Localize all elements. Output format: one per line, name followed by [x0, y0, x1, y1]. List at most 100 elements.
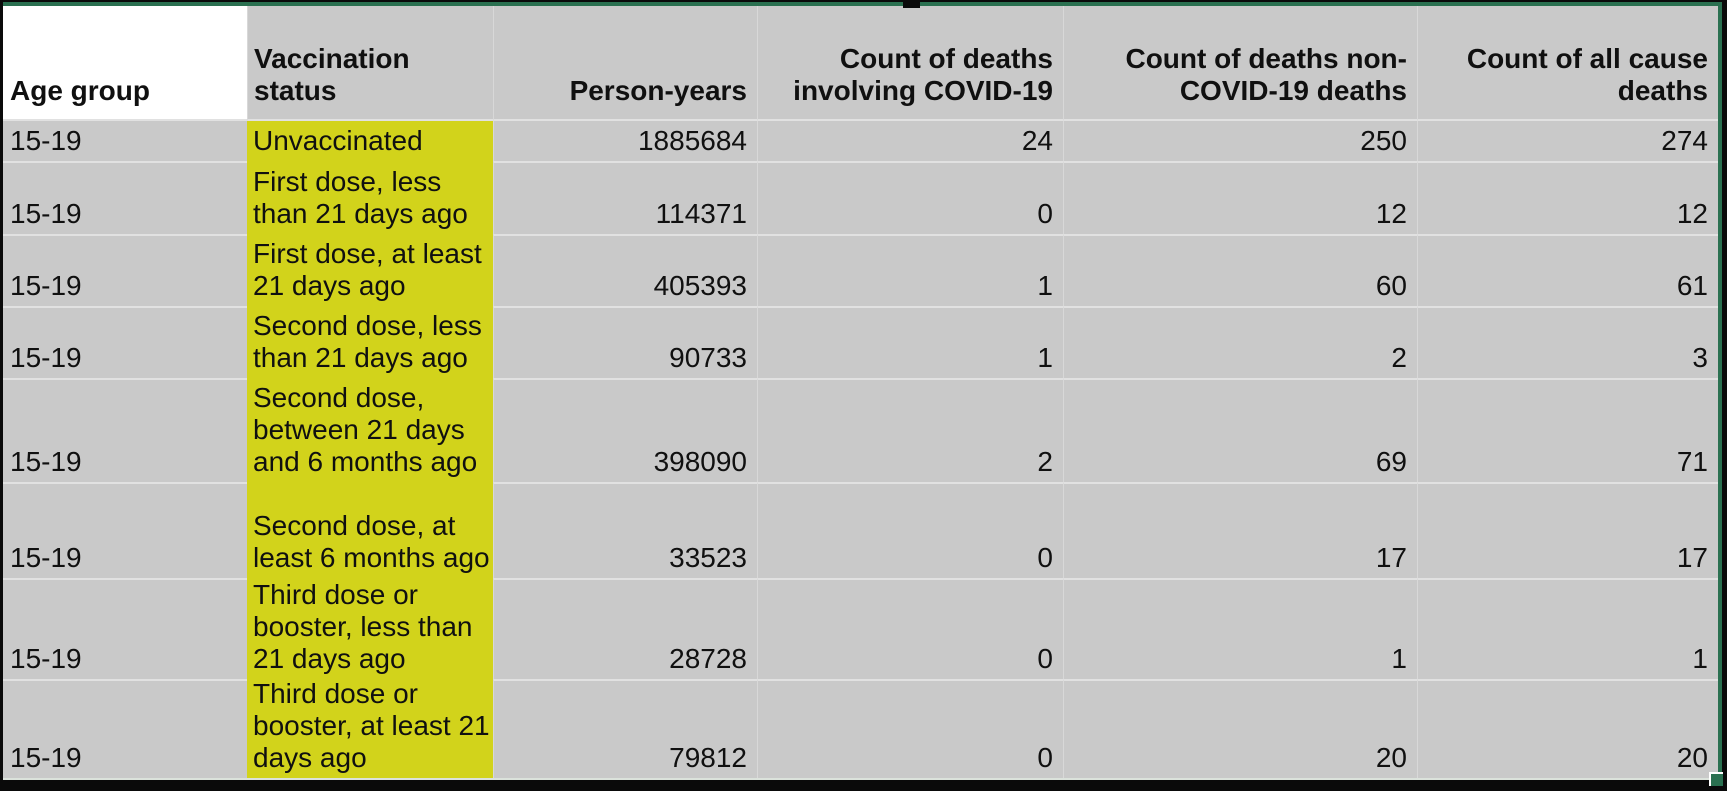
top-notch — [903, 0, 920, 8]
cell-text: 15-19 — [10, 125, 82, 156]
cell-text: 0 — [1037, 542, 1053, 573]
cell-text: 274 — [1661, 125, 1708, 156]
cell-text: 20 — [1676, 742, 1708, 773]
cell-vaccination-status[interactable]: Second dose, between 21 days and 6 month… — [247, 378, 493, 482]
cell-text: 15-19 — [10, 742, 82, 773]
cell[interactable]: 15-19 — [3, 679, 247, 778]
cell[interactable]: 20 — [1417, 679, 1718, 778]
cell[interactable]: 60 — [1063, 234, 1417, 306]
cell-text: Second dose, between 21 days and 6 month… — [253, 382, 478, 477]
cell-text: 33523 — [669, 542, 747, 573]
column-header-label: Count of all cause deaths — [1466, 43, 1708, 106]
cell-vaccination-status[interactable]: First dose, less than 21 days ago — [247, 161, 493, 234]
cell[interactable]: 15-19 — [3, 121, 247, 161]
cell[interactable]: 71 — [1417, 378, 1718, 482]
cell-text: 28728 — [669, 643, 747, 674]
column-header-label: Age group — [10, 75, 150, 106]
cell[interactable]: 15-19 — [3, 378, 247, 482]
cell-vaccination-status[interactable]: Third dose or booster, at least 21 days … — [247, 679, 493, 778]
table-row: 15-19 Second dose, at least 6 months ago 3… — [3, 482, 1718, 578]
cell-text: 114371 — [655, 198, 747, 229]
cell-text: 15-19 — [10, 643, 82, 674]
cell-text: 12 — [1676, 198, 1708, 229]
cell[interactable]: 398090 — [493, 378, 757, 482]
cell[interactable]: 3 — [1417, 306, 1718, 378]
table-row: 15-19 Third dose or booster, less than 21… — [3, 578, 1718, 679]
cell[interactable]: 90733 — [493, 306, 757, 378]
selection-fill-handle[interactable] — [1709, 772, 1723, 786]
cell[interactable]: 12 — [1417, 161, 1718, 234]
cell-text: Third dose or booster, less than 21 days… — [253, 579, 473, 674]
cell-text: 2 — [1037, 446, 1053, 477]
cell[interactable]: 17 — [1063, 482, 1417, 578]
column-header-person-years[interactable]: Person-years — [493, 6, 757, 121]
column-header-vaccination-status[interactable]: Vaccination status — [247, 6, 493, 121]
cell[interactable]: 28728 — [493, 578, 757, 679]
cell[interactable]: 0 — [757, 679, 1063, 778]
cell[interactable]: 15-19 — [3, 161, 247, 234]
cell[interactable]: 250 — [1063, 121, 1417, 161]
cell-vaccination-status[interactable]: Second dose, at least 6 months ago — [247, 482, 493, 578]
cell-text: 20 — [1375, 742, 1407, 773]
cell-text: 60 — [1375, 270, 1407, 301]
cell[interactable]: 61 — [1417, 234, 1718, 306]
cell[interactable]: 12 — [1063, 161, 1417, 234]
cell-text: 398090 — [653, 446, 747, 477]
cell[interactable]: 1 — [1417, 578, 1718, 679]
column-header-deaths-all-cause[interactable]: Count of all cause deaths — [1417, 6, 1718, 121]
column-header-label: Count of deaths involving COVID-19 — [793, 43, 1053, 106]
cell[interactable]: 114371 — [493, 161, 757, 234]
table-row: 15-19 Second dose, less than 21 days ago 9… — [3, 306, 1718, 378]
cell[interactable]: 1 — [757, 306, 1063, 378]
cell[interactable]: 24 — [757, 121, 1063, 161]
cell[interactable]: 79812 — [493, 679, 757, 778]
cell[interactable]: 2 — [1063, 306, 1417, 378]
cell-vaccination-status[interactable]: First dose, at least 21 days ago — [247, 234, 493, 306]
cell-text: 61 — [1676, 270, 1708, 301]
cell[interactable]: 17 — [1417, 482, 1718, 578]
cell-text: 1 — [1692, 643, 1708, 674]
cell-text: 15-19 — [10, 446, 82, 477]
table-row: 15-19 First dose, at least 21 days ago 405… — [3, 234, 1718, 306]
cell-text: 15-19 — [10, 542, 82, 573]
cell[interactable]: 20 — [1063, 679, 1417, 778]
cell[interactable]: 15-19 — [3, 482, 247, 578]
column-header-age-group[interactable]: Age group — [3, 6, 247, 121]
header-row: Age group Vaccination status Person-year… — [3, 6, 1718, 121]
column-header-deaths-involving-covid[interactable]: Count of deaths involving COVID-19 — [757, 6, 1063, 121]
cell-text: Unvaccinated — [253, 125, 423, 156]
cell-text: Second dose, at least 6 months ago — [253, 510, 490, 573]
cell[interactable]: 1885684 — [493, 121, 757, 161]
cell[interactable]: 1 — [757, 234, 1063, 306]
table-row: 15-19 Third dose or booster, at least 21 … — [3, 679, 1718, 778]
cell-text: 15-19 — [10, 270, 82, 301]
cell-vaccination-status[interactable]: Third dose or booster, less than 21 days… — [247, 578, 493, 679]
cell[interactable]: 15-19 — [3, 234, 247, 306]
cell-text: Third dose or booster, at least 21 days … — [253, 679, 490, 773]
table-row: 15-19 Second dose, between 21 days and 6 … — [3, 378, 1718, 482]
cell-text: First dose, less than 21 days ago — [253, 166, 468, 229]
cell-vaccination-status[interactable]: Unvaccinated — [247, 121, 493, 161]
cell-text: 2 — [1391, 342, 1407, 373]
cell[interactable]: 0 — [757, 482, 1063, 578]
cell-text: 1 — [1037, 270, 1053, 301]
cell-text: 250 — [1360, 125, 1407, 156]
cell[interactable]: 405393 — [493, 234, 757, 306]
cell[interactable]: 15-19 — [3, 306, 247, 378]
cell-vaccination-status[interactable]: Second dose, less than 21 days ago — [247, 306, 493, 378]
cell[interactable]: 69 — [1063, 378, 1417, 482]
cell[interactable]: 2 — [757, 378, 1063, 482]
cell[interactable]: 15-19 — [3, 578, 247, 679]
column-header-deaths-non-covid[interactable]: Count of deaths non-COVID-19 deaths — [1063, 6, 1417, 121]
cell[interactable]: 274 — [1417, 121, 1718, 161]
cell-text: 17 — [1676, 542, 1708, 573]
cell[interactable]: 33523 — [493, 482, 757, 578]
cell-text: First dose, at least 21 days ago — [253, 238, 482, 301]
cell[interactable]: 1 — [1063, 578, 1417, 679]
cell-text: 1 — [1391, 643, 1407, 674]
data-table: Age group Vaccination status Person-year… — [3, 6, 1718, 778]
cell[interactable]: 0 — [757, 578, 1063, 679]
cell-text: 1885684 — [637, 125, 747, 156]
cell[interactable]: 0 — [757, 161, 1063, 234]
cell-text: 90733 — [669, 342, 747, 373]
